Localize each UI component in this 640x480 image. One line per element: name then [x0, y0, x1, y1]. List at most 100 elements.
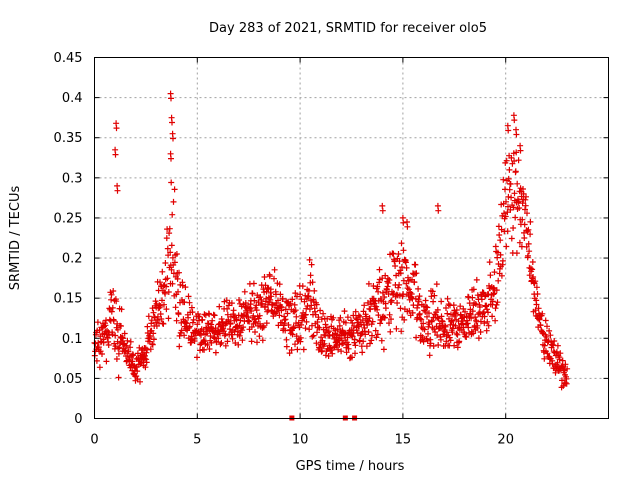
data-point [309, 333, 316, 340]
data-point [526, 248, 533, 255]
data-point [512, 214, 519, 221]
data-point [171, 186, 178, 193]
data-point [166, 225, 173, 232]
data-point [376, 266, 383, 273]
data-point [539, 310, 546, 317]
data-point [190, 316, 197, 323]
data-point [110, 288, 117, 294]
data-point [369, 318, 376, 325]
data-point [562, 379, 569, 386]
data-point [445, 301, 452, 308]
data-point [451, 342, 458, 349]
data-point [374, 306, 381, 313]
data-point [261, 274, 268, 280]
data-point [532, 307, 539, 314]
data-point [462, 308, 468, 315]
data-point [550, 342, 557, 348]
data-point [113, 298, 120, 305]
data-point [217, 341, 224, 348]
data-point [282, 306, 289, 313]
data-point [322, 321, 329, 328]
data-point [352, 342, 359, 349]
data-point [411, 279, 418, 286]
data-point [233, 316, 240, 323]
data-point [137, 378, 143, 385]
data-point [510, 225, 517, 231]
data-point [112, 332, 119, 339]
data-point [130, 352, 137, 359]
data-point [375, 312, 382, 319]
data-point [506, 166, 513, 173]
data-point [186, 299, 193, 306]
data-point [275, 297, 281, 304]
data-point [289, 331, 296, 338]
data-point [444, 329, 450, 336]
data-point [382, 305, 389, 312]
data-point [544, 323, 550, 330]
data-point [428, 293, 435, 300]
data-point [143, 349, 150, 356]
data-point [489, 313, 496, 320]
data-point [525, 240, 532, 247]
data-point [163, 235, 170, 242]
data-point [477, 329, 484, 335]
data-point [260, 324, 267, 331]
data-point [522, 202, 529, 209]
data-point [435, 207, 442, 214]
data-point [481, 320, 488, 327]
data-point [559, 377, 565, 384]
data-point [333, 342, 340, 349]
y-axis-ticks: 0 0.05 0.1 0.15 0.2 0.25 0.3 0.35 0.4 0.45 [54, 51, 609, 427]
data-point [457, 303, 464, 310]
data-point [516, 239, 523, 246]
data-point [229, 335, 236, 342]
data-point [396, 258, 403, 265]
data-point [376, 279, 383, 286]
data-point [337, 314, 344, 321]
data-point [564, 365, 571, 372]
data-point [294, 346, 301, 353]
data-point [349, 333, 356, 340]
data-point [283, 336, 290, 343]
data-point [253, 318, 259, 325]
data-point [118, 323, 124, 329]
data-point [168, 242, 175, 249]
data-point [173, 251, 180, 257]
data-point [240, 324, 247, 331]
data-point [401, 316, 408, 323]
data-point [368, 301, 374, 308]
data-point [142, 364, 149, 371]
data-point [209, 317, 216, 324]
data-point [162, 290, 169, 297]
x-axis-label: GPS time / hours [296, 459, 405, 474]
data-point [502, 213, 509, 220]
data-point [109, 304, 116, 311]
data-point [352, 308, 359, 315]
data-point [186, 323, 193, 330]
data-point [533, 284, 540, 291]
data-point [175, 288, 181, 295]
data-point [381, 314, 388, 321]
data-point [194, 321, 201, 328]
data-point [236, 297, 242, 303]
data-point [519, 216, 526, 223]
data-point [385, 291, 392, 297]
data-point [424, 313, 430, 320]
data-point [358, 343, 365, 350]
data-point [118, 306, 125, 313]
data-point [144, 323, 151, 330]
data-point [415, 298, 422, 305]
data-point [248, 308, 255, 314]
data-point [386, 277, 393, 283]
data-point [168, 95, 174, 102]
data-point [126, 357, 133, 364]
data-point [515, 157, 522, 164]
data-point [495, 223, 502, 230]
data-point [432, 329, 439, 335]
data-point [189, 319, 196, 326]
data-point [390, 250, 397, 257]
data-point [469, 294, 476, 301]
data-point [336, 322, 343, 329]
data-point [165, 315, 172, 322]
data-point [279, 295, 286, 302]
